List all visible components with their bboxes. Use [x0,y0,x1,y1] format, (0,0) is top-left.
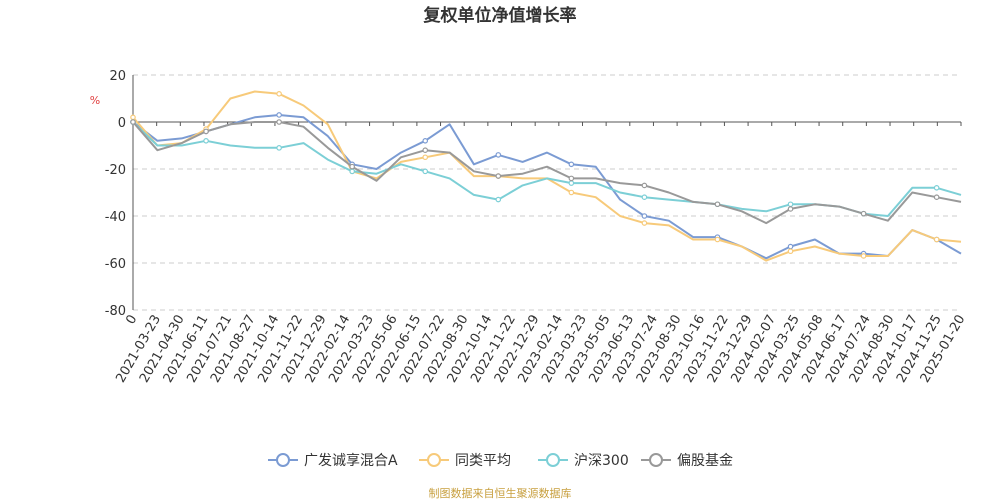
data-point [349,163,355,170]
data-point [860,210,867,217]
data-point [276,145,282,151]
data-point [933,194,940,201]
legend-label: 沪深300 [574,453,629,469]
x-tick-label: 0 [123,313,140,328]
data-point [787,248,794,255]
data-point [568,189,575,196]
data-point [714,201,721,208]
data-point [860,253,867,259]
data-point [787,206,794,212]
series-lines [130,90,962,262]
data-point [641,182,648,189]
data-point [641,194,648,201]
data-point [568,161,575,168]
chart-title: 复权单位净值增长率 [423,5,577,26]
axes: 200-20-40-60-8002021-03-232021-04-302021… [105,69,969,385]
data-point [422,147,429,154]
y-tick-label: -60 [105,257,126,272]
legend-marker [427,453,441,467]
legend-marker [276,453,290,467]
series-line-3 [132,121,962,225]
data-point [203,138,209,144]
y-axis-unit: % [90,94,100,107]
legend-label: 同类平均 [455,453,511,469]
data-point [276,91,282,97]
data-point [568,175,575,182]
data-point [495,152,502,158]
data-point [787,243,794,250]
data-point [276,119,282,125]
y-tick-label: 0 [118,116,126,131]
data-point [641,220,648,226]
legend[interactable]: 广发诚享混合A 同类平均 沪深300 偏股基金 [268,452,733,469]
grid-lines [133,74,961,311]
data-point [130,119,136,125]
series-line-0 [132,114,962,260]
legend-item-0[interactable]: 广发诚享混合A [268,452,398,469]
data-point [422,138,429,144]
data-point [276,112,282,118]
y-tick-label: -80 [105,304,126,319]
data-point [641,213,648,219]
legend-marker [546,453,560,467]
data-point [933,236,940,243]
legend-item-1[interactable]: 同类平均 [419,453,511,469]
data-point [495,196,502,203]
y-tick-label: -20 [105,163,126,178]
y-tick-label: -40 [105,210,126,225]
data-point [422,168,429,175]
data-point [203,128,209,135]
data-point [422,154,429,161]
data-point [349,168,355,175]
legend-item-3[interactable]: 偏股基金 [641,452,733,469]
legend-marker [649,453,663,467]
y-tick-label: 20 [109,69,126,84]
data-point [714,236,721,243]
data-point [787,201,794,208]
legend-label: 广发诚享混合A [304,452,398,469]
data-point [568,180,575,186]
data-source-note: 制图数据来自恒生聚源数据库 [429,486,572,500]
data-point [495,173,502,179]
data-point [933,185,940,191]
legend-label: 偏股基金 [677,452,733,469]
legend-item-2[interactable]: 沪深300 [538,453,629,469]
data-point [130,114,136,121]
